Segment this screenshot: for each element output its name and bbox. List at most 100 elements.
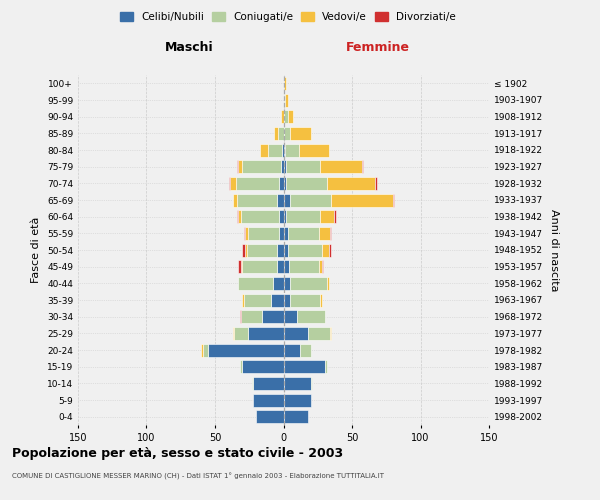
Bar <box>328 277 329 290</box>
Bar <box>230 177 236 190</box>
Bar <box>330 327 331 340</box>
Bar <box>248 227 280 240</box>
Bar <box>244 227 245 240</box>
Bar <box>241 210 280 223</box>
Text: COMUNE DI CASTIGLIONE MESSER MARINO (CH) - Dati ISTAT 1° gennaio 2003 - Elaboraz: COMUNE DI CASTIGLIONE MESSER MARINO (CH)… <box>12 472 384 480</box>
Bar <box>238 277 272 290</box>
Bar <box>245 227 248 240</box>
Bar <box>289 260 319 273</box>
Bar <box>237 210 238 223</box>
Bar <box>300 344 311 356</box>
Bar <box>284 377 311 390</box>
Bar <box>284 177 286 190</box>
Bar <box>328 177 375 190</box>
Bar <box>280 177 284 190</box>
Bar <box>284 160 286 173</box>
Bar <box>277 194 284 206</box>
Bar <box>242 294 244 306</box>
Bar <box>233 194 237 206</box>
Bar <box>278 127 284 140</box>
Bar <box>290 294 320 306</box>
Bar <box>311 377 312 390</box>
Bar <box>286 177 328 190</box>
Text: Popolazione per età, sesso e stato civile - 2003: Popolazione per età, sesso e stato civil… <box>12 448 343 460</box>
Bar <box>284 344 300 356</box>
Bar <box>284 194 290 206</box>
Bar <box>236 177 280 190</box>
Bar <box>284 327 308 340</box>
Bar <box>253 394 284 406</box>
Bar <box>234 327 248 340</box>
Bar <box>277 260 284 273</box>
Bar <box>237 194 277 206</box>
Bar <box>242 244 245 256</box>
Bar <box>237 160 238 173</box>
Bar <box>284 77 286 90</box>
Bar <box>245 244 247 256</box>
Bar <box>241 310 262 323</box>
Bar <box>284 110 287 123</box>
Bar <box>242 160 281 173</box>
Bar <box>239 360 242 373</box>
Bar <box>284 144 285 156</box>
Bar <box>284 260 289 273</box>
Bar <box>375 177 377 190</box>
Bar <box>203 344 208 356</box>
Bar <box>284 277 290 290</box>
Bar <box>238 260 241 273</box>
Bar <box>260 144 268 156</box>
Bar <box>308 327 330 340</box>
Bar <box>284 360 325 373</box>
Bar <box>268 144 282 156</box>
Bar <box>290 127 311 140</box>
Bar <box>284 94 285 106</box>
Bar <box>274 127 278 140</box>
Bar <box>322 244 329 256</box>
Bar <box>287 227 319 240</box>
Bar <box>281 110 284 123</box>
Bar <box>280 227 284 240</box>
Bar <box>252 377 253 390</box>
Bar <box>287 110 293 123</box>
Bar <box>330 227 331 240</box>
Bar <box>331 194 393 206</box>
Text: Femmine: Femmine <box>346 41 410 54</box>
Bar <box>320 210 334 223</box>
Bar <box>290 194 331 206</box>
Bar <box>256 410 284 423</box>
Bar <box>272 277 284 290</box>
Y-axis label: Fasce di età: Fasce di età <box>31 217 41 283</box>
Bar <box>284 210 286 223</box>
Bar <box>202 344 203 356</box>
Bar <box>284 294 290 306</box>
Bar <box>319 227 330 240</box>
Bar <box>284 310 297 323</box>
Bar <box>284 127 290 140</box>
Bar <box>286 210 320 223</box>
Bar <box>281 160 284 173</box>
Bar <box>271 294 284 306</box>
Bar <box>253 377 284 390</box>
Bar <box>297 310 325 323</box>
Bar <box>286 160 320 173</box>
Bar <box>262 310 284 323</box>
Bar <box>280 210 284 223</box>
Bar <box>285 144 299 156</box>
Bar <box>322 260 323 273</box>
Bar <box>242 260 277 273</box>
Bar <box>290 277 328 290</box>
Bar <box>277 244 284 256</box>
Bar <box>208 344 284 356</box>
Bar <box>287 244 322 256</box>
Bar <box>284 244 287 256</box>
Bar <box>320 160 362 173</box>
Y-axis label: Anni di nascita: Anni di nascita <box>548 208 559 291</box>
Legend: Celibi/Nubili, Coniugati/e, Vedovi/e, Divorziati/e: Celibi/Nubili, Coniugati/e, Vedovi/e, Di… <box>116 8 460 26</box>
Bar <box>284 410 308 423</box>
Bar <box>320 294 322 306</box>
Bar <box>238 210 241 223</box>
Bar <box>284 394 311 406</box>
Bar <box>248 327 284 340</box>
Bar <box>299 144 329 156</box>
Bar <box>229 177 230 190</box>
